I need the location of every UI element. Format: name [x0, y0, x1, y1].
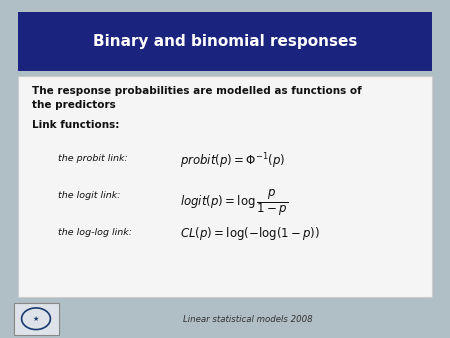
Text: the probit link:: the probit link:	[58, 154, 128, 163]
FancyBboxPatch shape	[14, 303, 58, 335]
Text: Linear statistical models 2008: Linear statistical models 2008	[183, 315, 312, 324]
Text: the predictors: the predictors	[32, 100, 115, 110]
Text: The response probabilities are modelled as functions of: The response probabilities are modelled …	[32, 86, 361, 96]
Text: the logit link:: the logit link:	[58, 191, 121, 200]
FancyBboxPatch shape	[18, 12, 432, 71]
Text: $\bigstar$: $\bigstar$	[32, 314, 40, 323]
Text: $CL(p) = \log(-\log(1-p))$: $CL(p) = \log(-\log(1-p))$	[180, 225, 320, 242]
FancyBboxPatch shape	[18, 76, 432, 297]
Text: the log-log link:: the log-log link:	[58, 228, 132, 237]
Text: Binary and binomial responses: Binary and binomial responses	[93, 34, 357, 49]
Text: $\mathit{probit}(p) = \Phi^{-1}(p)$: $\mathit{probit}(p) = \Phi^{-1}(p)$	[180, 151, 285, 171]
Text: Link functions:: Link functions:	[32, 120, 119, 130]
Text: $\mathit{logit}(p) = \log\dfrac{p}{1-p}$: $\mathit{logit}(p) = \log\dfrac{p}{1-p}$	[180, 188, 288, 218]
